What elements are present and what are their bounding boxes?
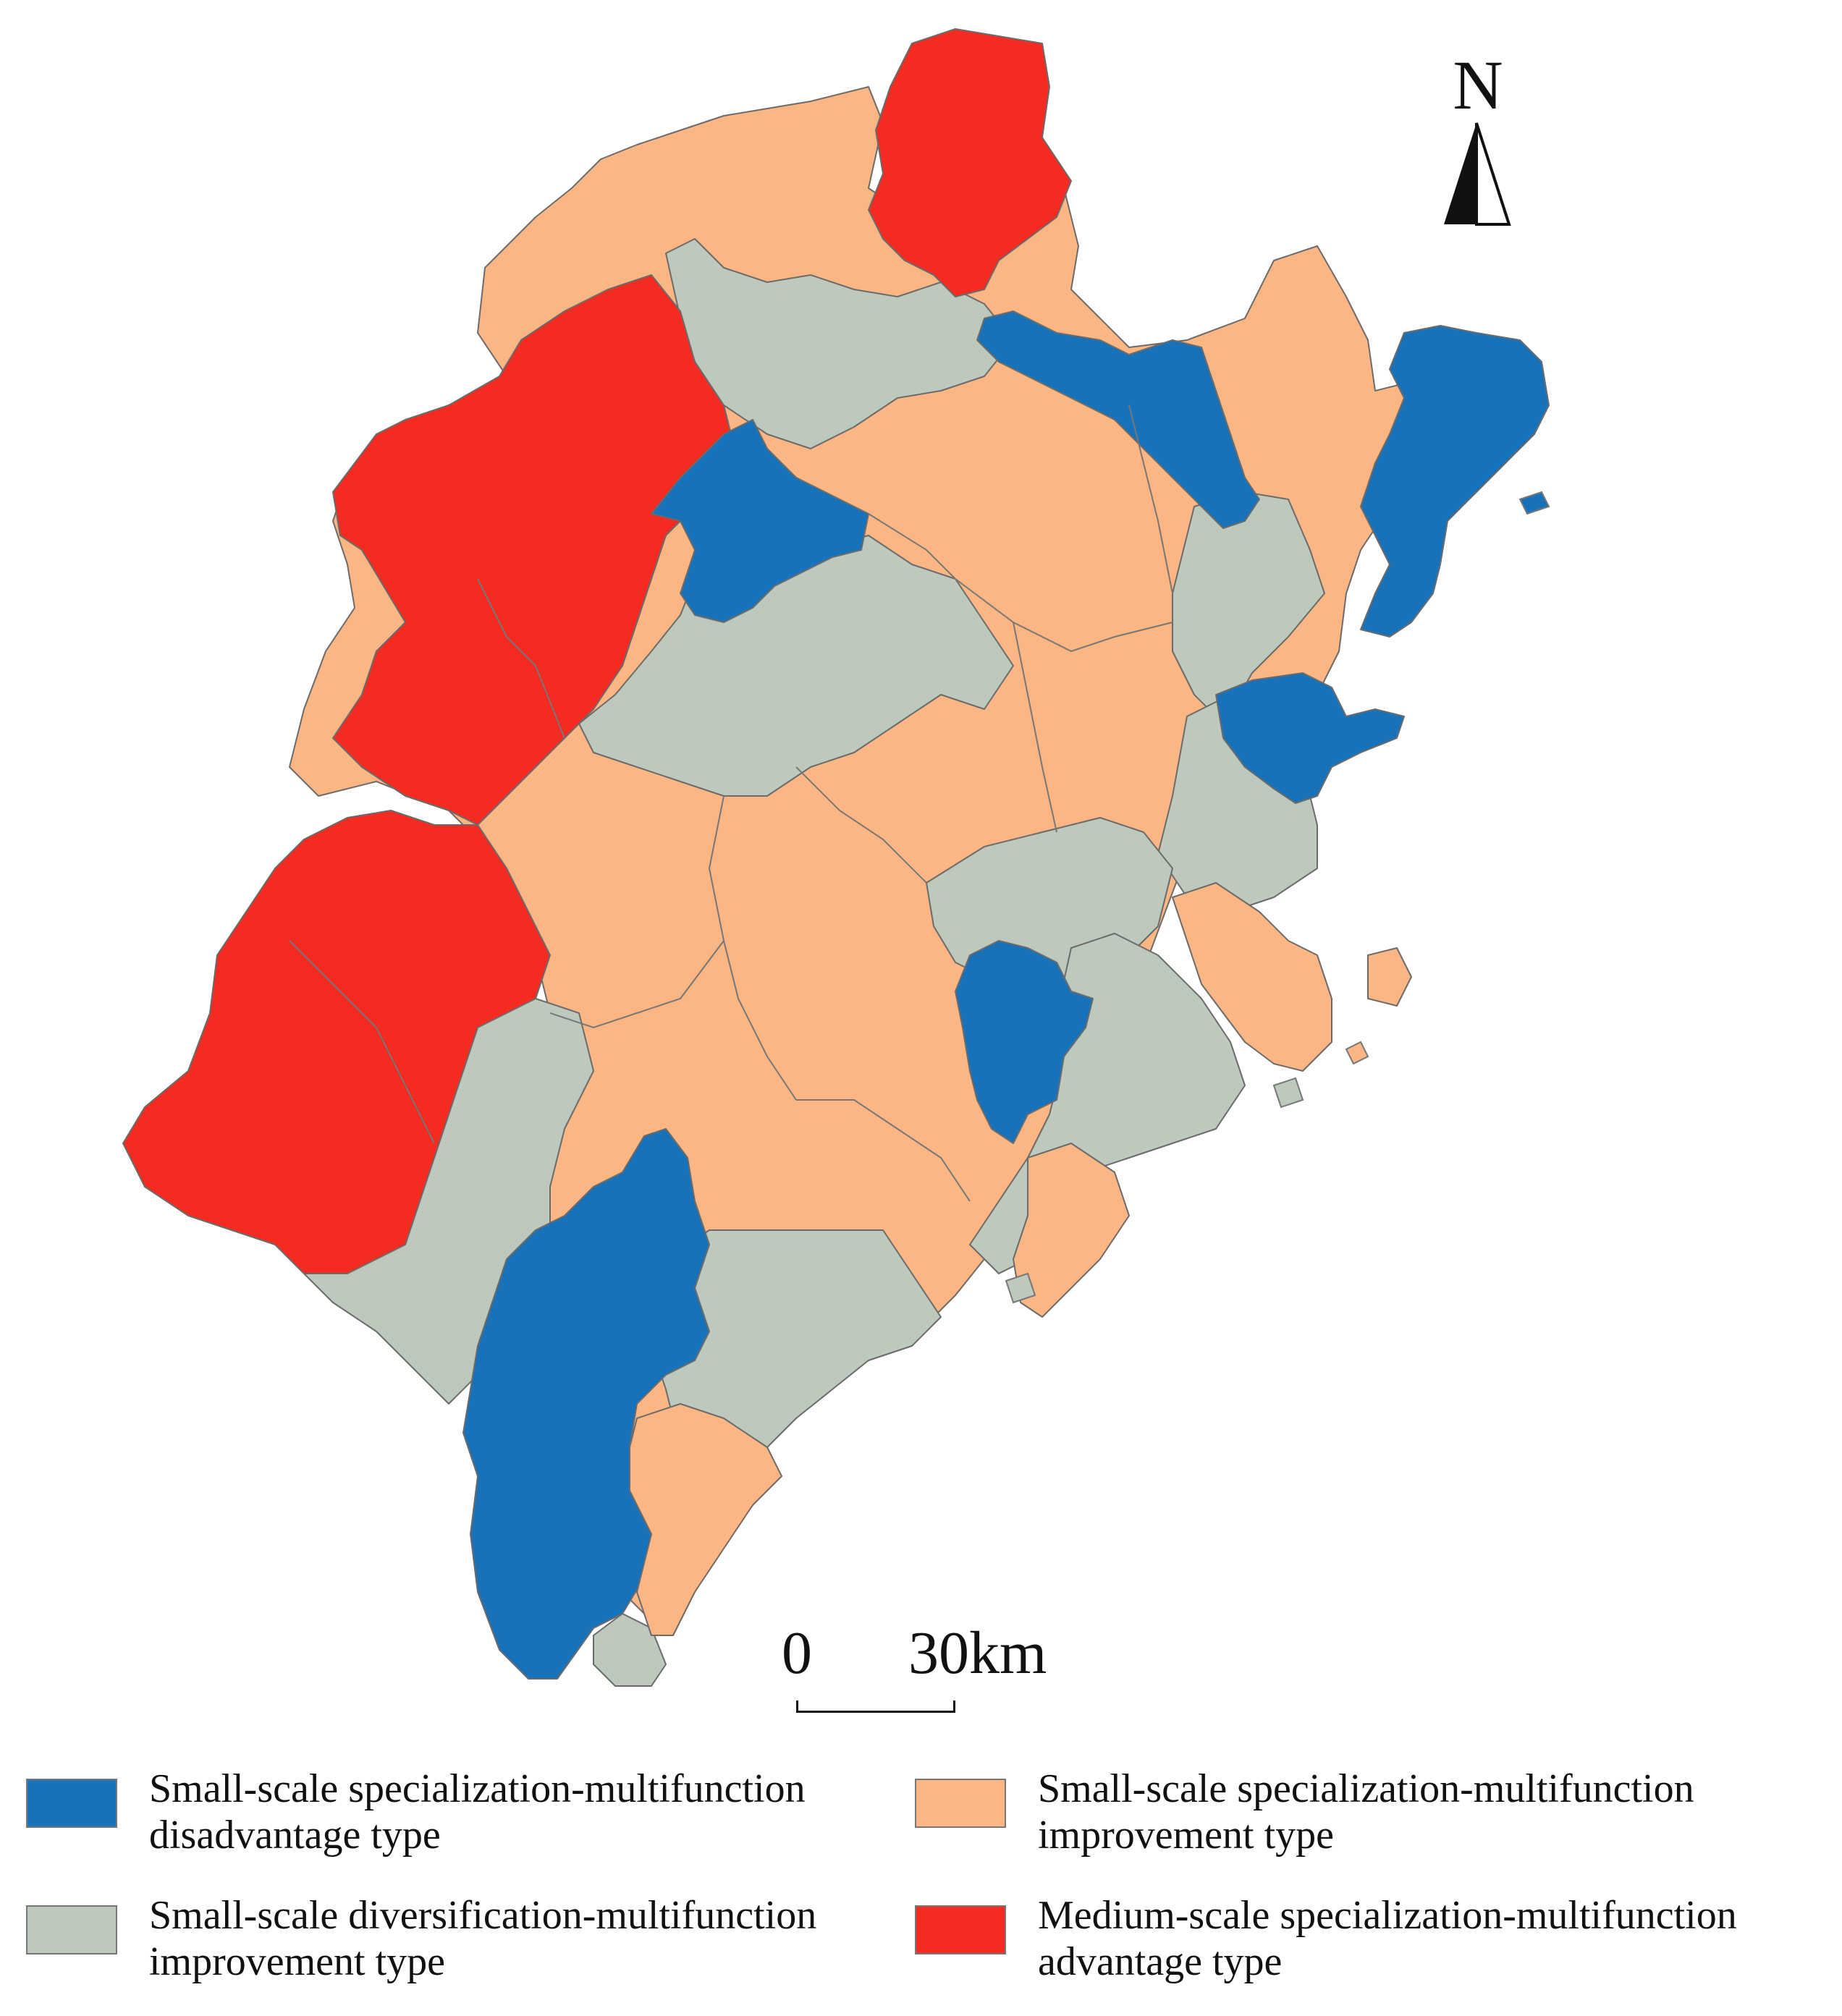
- boundary-line: [708, 795, 797, 1101]
- region-blue-north-east: [976, 310, 1260, 529]
- region-blue-east-peninsula: [1215, 672, 1405, 804]
- region-orange-coast-2: [1013, 1143, 1130, 1318]
- legend-label: Small-scale specialization-multifunction…: [149, 1766, 806, 1858]
- region-orange-south-tip: [629, 1403, 782, 1636]
- region-grey-south-tip: [593, 1613, 667, 1687]
- legend-label-line2: advantage type: [1038, 1939, 1283, 1984]
- county-boundaries: [289, 405, 1173, 1202]
- scale-bar: 0 30km: [782, 1619, 1047, 1715]
- legend-label: Small-scale diversification-multifunctio…: [149, 1892, 816, 1985]
- legend-label-line2: disadvantage type: [149, 1813, 441, 1858]
- north-arrow-icon: [1444, 122, 1511, 226]
- boundary-line: [796, 1099, 971, 1202]
- legend: Small-scale specialization-multifunction…: [0, 1751, 1842, 2016]
- legend-item-advantage: Medium-scale specialization-multifunctio…: [915, 1892, 1737, 1985]
- legend-label: Medium-scale specialization-multifunctio…: [1038, 1892, 1737, 1985]
- region-group-disadvantage: [462, 310, 1550, 1680]
- region-red-north: [868, 28, 1072, 297]
- islands: [1005, 491, 1550, 1304]
- boundary-line: [795, 766, 927, 884]
- boundary-line: [1128, 405, 1173, 594]
- region-red-southwest: [122, 810, 551, 1274]
- map: [122, 28, 1550, 1687]
- boundary-line: [289, 940, 435, 1144]
- legend-label-line1: Medium-scale specialization-multifunctio…: [1038, 1893, 1737, 1938]
- region-blue-south: [462, 1128, 710, 1680]
- scale-line: [796, 1701, 955, 1713]
- region-group-advantage: [122, 28, 1072, 1274]
- region-group-improvement-specialization-coastal: [629, 882, 1412, 1636]
- island: [1345, 1041, 1369, 1065]
- legend-label-line2: improvement type: [149, 1939, 446, 1984]
- legend-item-disadvantage: Small-scale specialization-multifunction…: [26, 1766, 806, 1858]
- legend-swatch-disadvantage: [26, 1779, 117, 1828]
- scale-end-label: 30km: [908, 1619, 1047, 1687]
- legend-label: Small-scale specialization-multifunction…: [1038, 1766, 1694, 1858]
- legend-label-line1: Small-scale diversification-multifunctio…: [149, 1893, 817, 1938]
- scale-start-label: 0: [782, 1619, 812, 1687]
- region-blue-west-center: [651, 419, 869, 623]
- region-blue-east-coast: [1360, 325, 1550, 638]
- legend-swatch-advantage: [915, 1905, 1006, 1954]
- region-orange-coast-1: [1172, 882, 1332, 1072]
- boundary-line: [549, 940, 724, 1029]
- region-orange-islands: [1367, 947, 1412, 1007]
- legend-swatch-improvement-diversification: [26, 1905, 117, 1954]
- legend-item-improvement-diversification: Small-scale diversification-multifunctio…: [26, 1892, 816, 1985]
- legend-item-improvement-specialization: Small-scale specialization-multifunction…: [915, 1766, 1694, 1858]
- boundary-line: [1013, 622, 1057, 833]
- legend-swatch-improvement-specialization: [915, 1779, 1006, 1828]
- region-grey-east: [1172, 491, 1325, 724]
- legend-label-line1: Small-scale specialization-multifunction: [1038, 1766, 1694, 1811]
- island: [1005, 1272, 1036, 1304]
- boundary-line: [477, 578, 565, 739]
- region-blue-center-south: [955, 940, 1094, 1144]
- legend-label-line1: Small-scale specialization-multifunction: [149, 1766, 806, 1811]
- legend-label-line2: improvement type: [1038, 1813, 1335, 1858]
- north-label: N: [1453, 46, 1503, 124]
- island: [1518, 491, 1550, 515]
- island: [1272, 1077, 1304, 1109]
